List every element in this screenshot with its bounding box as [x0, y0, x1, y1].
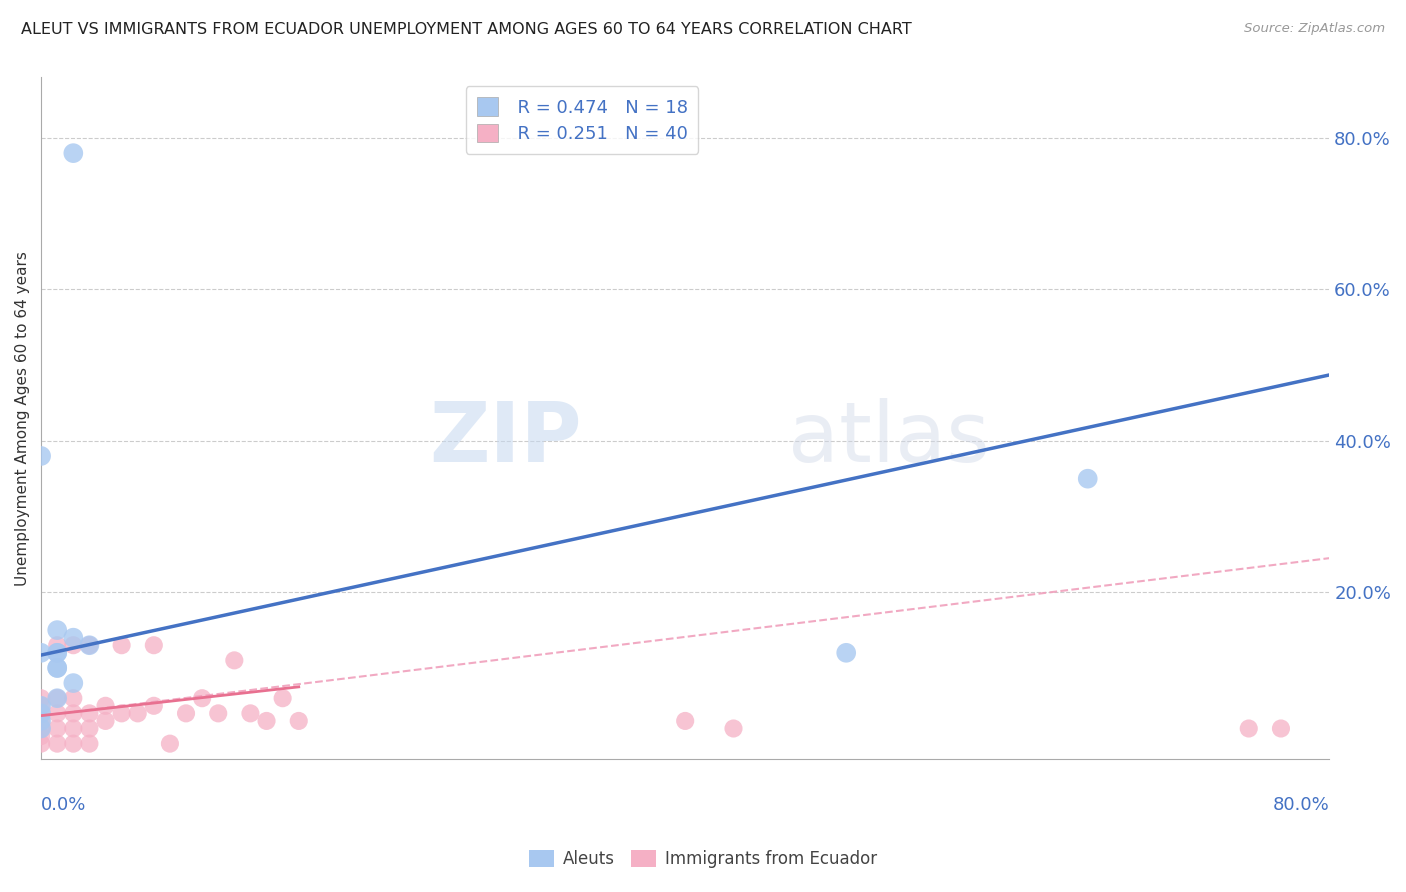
Point	[30, 729, 52, 743]
Text: 0.0%: 0.0%	[41, 797, 87, 814]
Point	[62, 722, 84, 736]
Point	[271, 691, 294, 706]
Point	[46, 661, 69, 675]
Point	[30, 706, 52, 721]
Point	[239, 706, 262, 721]
Point	[111, 706, 134, 721]
Point	[30, 691, 52, 706]
Y-axis label: Unemployment Among Ages 60 to 64 years: Unemployment Among Ages 60 to 64 years	[15, 251, 30, 585]
Point	[30, 449, 52, 463]
Point	[30, 714, 52, 728]
Point	[256, 714, 278, 728]
Point	[79, 706, 101, 721]
Point	[62, 631, 84, 645]
Point	[723, 722, 745, 736]
Point	[46, 722, 69, 736]
Point	[1237, 722, 1260, 736]
Text: ALEUT VS IMMIGRANTS FROM ECUADOR UNEMPLOYMENT AMONG AGES 60 TO 64 YEARS CORRELAT: ALEUT VS IMMIGRANTS FROM ECUADOR UNEMPLO…	[21, 22, 912, 37]
Point	[287, 714, 309, 728]
Legend:   R = 0.474   N = 18,   R = 0.251   N = 40: R = 0.474 N = 18, R = 0.251 N = 40	[465, 87, 699, 154]
Text: Source: ZipAtlas.com: Source: ZipAtlas.com	[1244, 22, 1385, 36]
Point	[79, 638, 101, 652]
Point	[79, 722, 101, 736]
Point	[159, 737, 181, 751]
Legend: Aleuts, Immigrants from Ecuador: Aleuts, Immigrants from Ecuador	[523, 843, 883, 875]
Point	[673, 714, 696, 728]
Point	[30, 698, 52, 713]
Point	[62, 691, 84, 706]
Point	[46, 638, 69, 652]
Point	[46, 646, 69, 660]
Point	[62, 638, 84, 652]
Point	[30, 737, 52, 751]
Point	[30, 714, 52, 728]
Point	[835, 646, 858, 660]
Point	[62, 737, 84, 751]
Point	[46, 706, 69, 721]
Point	[46, 661, 69, 675]
Point	[30, 698, 52, 713]
Point	[79, 638, 101, 652]
Point	[1270, 722, 1292, 736]
Point	[127, 706, 149, 721]
Point	[30, 646, 52, 660]
Point	[62, 146, 84, 161]
Point	[46, 646, 69, 660]
Point	[46, 691, 69, 706]
Point	[46, 737, 69, 751]
Point	[30, 722, 52, 736]
Point	[142, 698, 165, 713]
Point	[191, 691, 214, 706]
Text: 80.0%: 80.0%	[1272, 797, 1329, 814]
Text: ZIP: ZIP	[430, 398, 582, 479]
Point	[30, 722, 52, 736]
Point	[94, 714, 117, 728]
Point	[46, 623, 69, 637]
Point	[174, 706, 197, 721]
Point	[224, 653, 246, 667]
Point	[62, 676, 84, 690]
Point	[1077, 472, 1099, 486]
Point	[79, 737, 101, 751]
Point	[46, 691, 69, 706]
Point	[207, 706, 229, 721]
Point	[111, 638, 134, 652]
Point	[62, 706, 84, 721]
Text: atlas: atlas	[789, 398, 990, 479]
Point	[142, 638, 165, 652]
Point	[94, 698, 117, 713]
